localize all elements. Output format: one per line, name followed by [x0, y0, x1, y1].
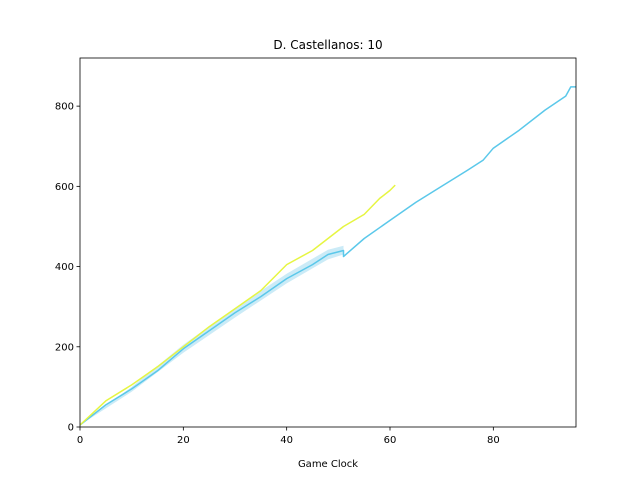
series-1-band	[80, 245, 344, 425]
x-tick-label: 60	[384, 435, 397, 446]
axes-frame	[79, 57, 577, 428]
chart-title: D. Castellanos: 10	[273, 38, 382, 52]
x-axis-label: Game Clock	[298, 459, 358, 470]
x-tick-label: 40	[280, 435, 293, 446]
plot-area	[80, 86, 576, 426]
x-tick-label: 20	[177, 435, 190, 446]
series-2-line	[80, 184, 396, 426]
y-tick-label: 200	[55, 342, 74, 353]
y-tick-label: 400	[55, 262, 74, 273]
series-1-line	[80, 86, 576, 426]
x-tick-label: 0	[77, 435, 83, 446]
y-tick-label: 600	[55, 182, 74, 193]
y-tick-label: 800	[55, 102, 74, 113]
y-tick-label: 0	[68, 423, 74, 434]
x-tick-label: 80	[487, 435, 500, 446]
